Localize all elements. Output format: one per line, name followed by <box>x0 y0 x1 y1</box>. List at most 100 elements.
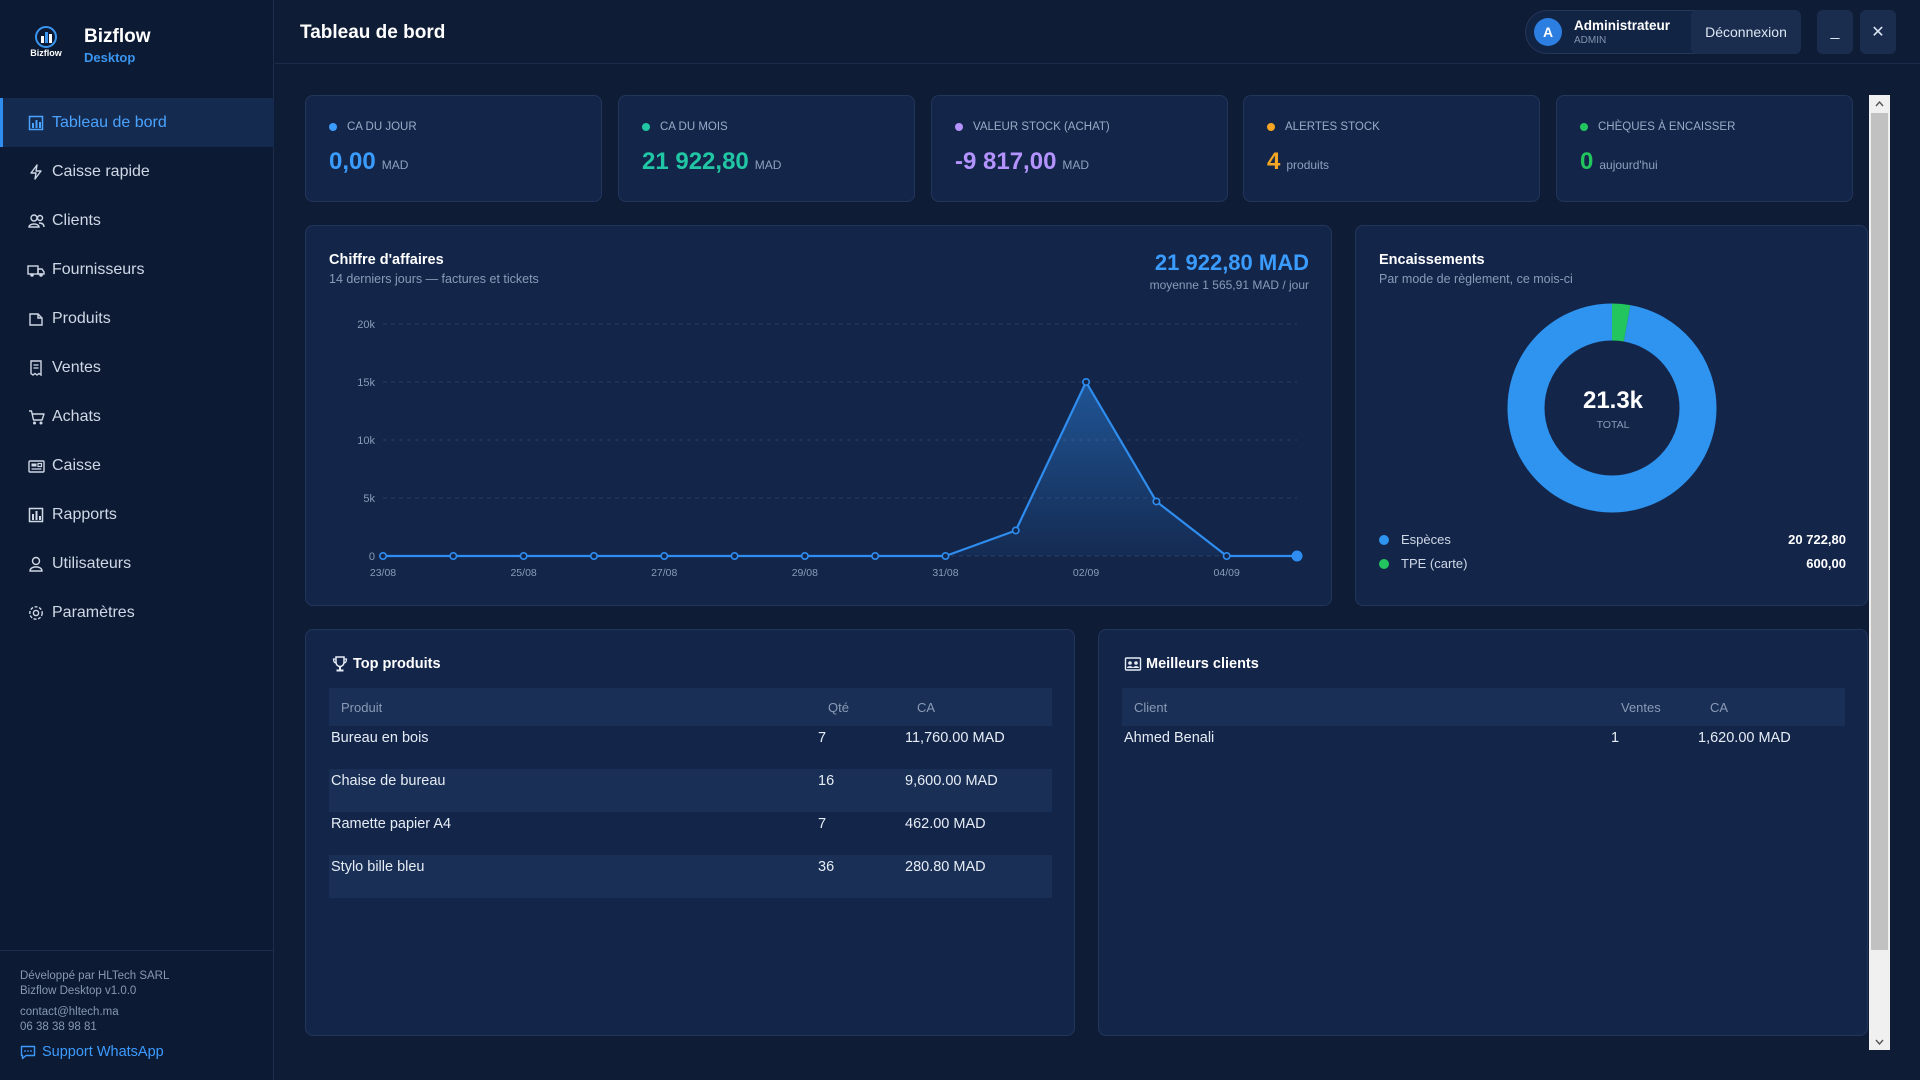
payments-card: Encaissements Par mode de règlement, ce … <box>1355 225 1868 606</box>
product-ca: 9,600.00 MAD <box>905 769 1052 812</box>
column-header[interactable]: CA <box>1710 688 1845 726</box>
bizflow-logo: Bizflow <box>24 22 70 68</box>
payments-donut-chart <box>1507 303 1717 513</box>
kpi-label: VALEUR STOCK (ACHAT) <box>973 121 1110 133</box>
sidebar-item-label: Caisse rapide <box>52 162 150 180</box>
kpi-label: CHÈQUES À ENCAISSER <box>1598 121 1736 133</box>
scroll-down-arrow[interactable] <box>1869 1033 1890 1050</box>
top-products-table: Produit Qté CA Bureau en bois 7 11,760.0… <box>329 688 1052 898</box>
users-icon <box>27 212 45 230</box>
table-row[interactable]: Chaise de bureau 16 9,600.00 MAD <box>329 769 1052 812</box>
app-edition: Desktop <box>84 49 136 65</box>
sidebar-footer: Développé par HLTech SARL Bizflow Deskto… <box>0 950 274 1060</box>
sidebar-item-label: Produits <box>52 309 111 327</box>
product-ca: 11,760.00 MAD <box>905 730 1005 746</box>
column-header[interactable]: Qté <box>828 688 917 726</box>
x-tick-label: 27/08 <box>651 567 677 579</box>
report-icon <box>27 506 45 524</box>
legend-item-tpe: TPE (carte) 600,00 <box>1379 556 1846 571</box>
column-header[interactable]: CA <box>917 688 1052 726</box>
table-row[interactable]: Ramette papier A4 7 462.00 MAD <box>329 812 1052 855</box>
top-products-title: Top produits <box>353 656 441 672</box>
y-tick-label: 5k <box>363 493 375 505</box>
sidebar-item-label: Caisse <box>52 456 101 474</box>
sidebar: Bizflow Bizflow Desktop Tableau de bord … <box>0 0 274 1080</box>
top-clients-card: Meilleurs clients Client Ventes CA Ahmed… <box>1098 629 1868 1036</box>
sidebar-item-tableau-de-bord[interactable]: Tableau de bord <box>0 98 274 147</box>
sidebar-item-rapports[interactable]: Rapports <box>0 490 274 539</box>
contact-phone: 06 38 38 98 81 <box>20 1021 97 1033</box>
close-button[interactable]: ✕ <box>1860 10 1896 54</box>
sidebar-item-achats[interactable]: Achats <box>0 392 274 441</box>
sidebar-item-ventes[interactable]: Ventes <box>0 343 274 392</box>
product-name: Chaise de bureau <box>329 769 828 812</box>
sidebar-item-label: Tableau de bord <box>52 113 167 131</box>
table-row[interactable]: Bureau en bois 7 11,760.00 MAD <box>329 726 1052 769</box>
content-scrollbar[interactable] <box>1869 95 1890 1050</box>
support-whatsapp-link[interactable]: Support WhatsApp <box>20 1045 274 1060</box>
trophy-icon <box>332 656 348 672</box>
cash-register-icon <box>27 457 45 475</box>
sidebar-item-produits[interactable]: Produits <box>0 294 274 343</box>
data-point <box>449 551 458 560</box>
kpi-dot <box>329 123 337 131</box>
page-title: Tableau de bord <box>300 22 446 43</box>
sidebar-nav: Tableau de bord Caisse rapide Clients Fo… <box>0 98 274 637</box>
user-icon <box>27 555 45 573</box>
column-header[interactable]: Produit <box>329 688 828 726</box>
data-point <box>1082 378 1091 387</box>
product-ca: 280.80 MAD <box>905 855 1052 898</box>
sidebar-item-clients[interactable]: Clients <box>0 196 274 245</box>
scroll-up-arrow[interactable] <box>1869 95 1890 112</box>
x-tick-label: 29/08 <box>792 567 818 579</box>
logout-button[interactable]: Déconnexion <box>1691 10 1801 54</box>
receipt-icon <box>27 359 45 377</box>
sidebar-item-fournisseurs[interactable]: Fournisseurs <box>0 245 274 294</box>
bar-chart-icon <box>27 114 45 132</box>
kpi-dot <box>642 123 650 131</box>
payments-title: Encaissements <box>1379 252 1485 268</box>
sidebar-item-utilisateurs[interactable]: Utilisateurs <box>0 539 274 588</box>
kpi-card-cheques: CHÈQUES À ENCAISSER 0 aujourd'hui <box>1556 95 1853 202</box>
support-label: Support WhatsApp <box>42 1044 164 1060</box>
data-point <box>730 551 739 560</box>
contact-email: contact@hltech.ma <box>20 1006 119 1018</box>
sidebar-item-label: Ventes <box>52 358 101 376</box>
kpi-dot <box>955 123 963 131</box>
minimize-button[interactable]: _ <box>1817 10 1853 54</box>
column-header[interactable]: Client <box>1122 688 1621 726</box>
kpi-card-valeur-stock: VALEUR STOCK (ACHAT) -9 817,00 MAD <box>931 95 1228 202</box>
y-tick-label: 0 <box>369 551 375 563</box>
client-name: Ahmed Benali <box>1124 730 1215 746</box>
table-row[interactable]: Stylo bille bleu 36 280.80 MAD <box>329 855 1052 898</box>
x-tick-label: 25/08 <box>510 567 536 579</box>
sidebar-item-label: Fournisseurs <box>52 260 145 278</box>
sidebar-item-parametres[interactable]: Paramètres <box>0 588 274 637</box>
avatar: A <box>1534 18 1562 46</box>
kpi-value: 4 <box>1267 148 1281 175</box>
revenue-total: 21 922,80 MAD <box>1154 250 1309 275</box>
legend-label: TPE (carte) <box>1401 556 1468 571</box>
app-version: Bizflow Desktop v1.0.0 <box>20 985 137 997</box>
table-row[interactable]: Ahmed Benali 1 1,620.00 MAD <box>1122 726 1845 769</box>
kpi-value: -9 817,00 <box>955 148 1057 175</box>
data-point <box>1291 550 1303 562</box>
logo-text: Bizflow <box>30 48 62 58</box>
gear-icon <box>27 604 45 622</box>
scroll-thumb[interactable] <box>1871 113 1888 950</box>
brand[interactable]: Bizflow Bizflow Desktop <box>24 22 150 68</box>
sidebar-item-caisse[interactable]: Caisse <box>0 441 274 490</box>
revenue-chart-card: Chiffre d'affaires 14 derniers jours — f… <box>305 225 1332 606</box>
product-ca: 462.00 MAD <box>905 816 986 832</box>
data-point <box>589 551 598 560</box>
kpi-unit: MAD <box>1062 158 1090 172</box>
column-header[interactable]: Ventes <box>1621 688 1710 726</box>
kpi-unit: aujourd'hui <box>1599 158 1658 172</box>
revenue-line-chart: 0 5k 10k 15k 20k 23/08 25/08 27/08 29/08 31/08 02/… <box>357 319 1303 579</box>
product-qty: 7 <box>818 816 827 832</box>
product-qty: 7 <box>818 730 827 746</box>
revenue-average: moyenne 1 565,91 MAD / jour <box>1149 278 1309 292</box>
sidebar-item-caisse-rapide[interactable]: Caisse rapide <box>0 147 274 196</box>
data-point <box>871 551 880 560</box>
donut-slice <box>1507 303 1717 513</box>
